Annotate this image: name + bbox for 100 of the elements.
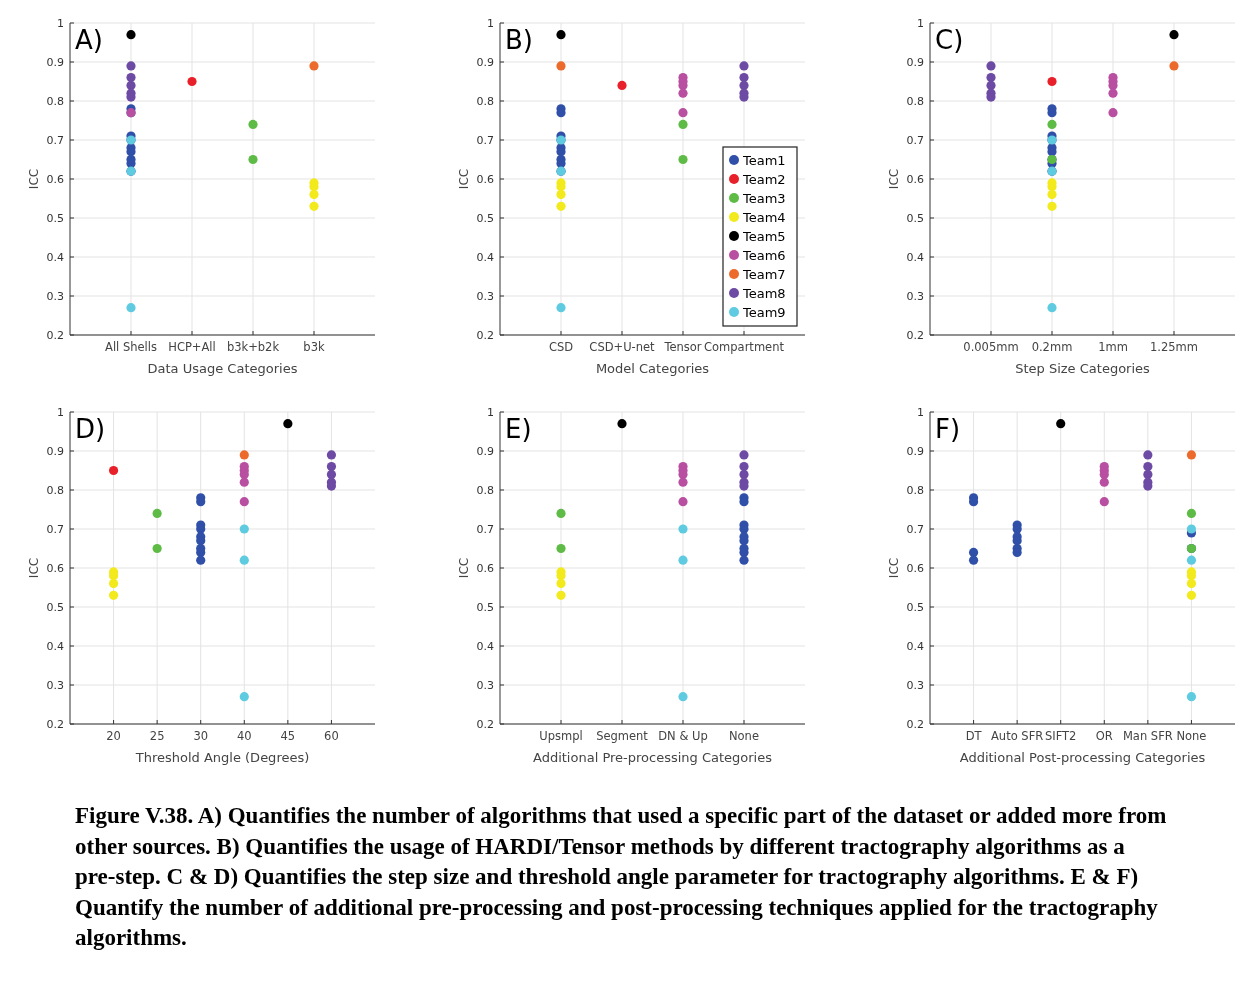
y-tick-label: 0.4 <box>46 250 64 264</box>
y-axis-title: ICC <box>457 557 471 579</box>
x-tick-label: Compartment <box>704 340 785 354</box>
y-tick-label: 1 <box>487 405 494 419</box>
x-tick-label: 40 <box>236 729 252 743</box>
x-axis-title: Model Categories <box>595 361 710 376</box>
x-tick-label: DT <box>965 729 983 743</box>
y-tick-label: 0.4 <box>906 250 924 264</box>
y-tick-label: 0.6 <box>476 172 494 186</box>
x-tick-label: HCP+All <box>168 340 216 354</box>
y-tick-label: 0.5 <box>476 600 494 614</box>
y-tick-label: 0.6 <box>46 561 64 575</box>
x-tick-label: 30 <box>193 729 209 743</box>
x-tick-label: OR <box>1095 729 1113 743</box>
y-tick-label: 0.5 <box>906 600 924 614</box>
y-tick-label: 0.7 <box>906 522 924 536</box>
x-tick-label: SIFT2 <box>1044 729 1077 743</box>
x-tick-label: DN & Up <box>658 729 708 743</box>
y-tick-label: 0.4 <box>906 639 924 653</box>
x-tick-label: CSD <box>548 340 574 354</box>
x-tick-label: Upsmpl <box>539 729 583 743</box>
y-tick-label: 0.7 <box>906 133 924 147</box>
legend-label: Team9 <box>742 304 786 320</box>
x-axis-title: Additional Post-processing Categories <box>959 750 1206 765</box>
y-tick-label: 0.5 <box>906 211 924 225</box>
x-tick-label: 0.005mm <box>963 340 1019 354</box>
chart-title: E) <box>505 414 532 444</box>
chart-title: D) <box>75 414 106 444</box>
y-tick-label: 0.4 <box>476 639 494 653</box>
legend-label: Team1 <box>742 152 786 168</box>
y-tick-label: 0.7 <box>46 133 64 147</box>
x-tick-label: Tensor <box>663 340 702 354</box>
x-axis-title: Additional Pre-processing Categories <box>532 750 773 765</box>
x-tick-label: None <box>728 729 760 743</box>
y-tick-label: 0.6 <box>906 561 924 575</box>
legend-label: Team3 <box>742 190 786 206</box>
legend-label: Team2 <box>742 171 786 187</box>
y-axis-title: ICC <box>27 168 41 190</box>
y-tick-label: 0.5 <box>46 211 64 225</box>
y-axis-title: ICC <box>887 168 901 190</box>
x-axis-title: Step Size Categories <box>1015 361 1151 376</box>
x-tick-label: 20 <box>106 729 121 743</box>
y-tick-label: 0.3 <box>46 289 64 303</box>
y-tick-label: 0.2 <box>476 328 494 342</box>
chart-title: B) <box>505 25 533 55</box>
y-axis-title: ICC <box>887 557 901 579</box>
y-tick-label: 0.2 <box>906 328 924 342</box>
y-axis-title: ICC <box>27 557 41 579</box>
y-axis-title: ICC <box>457 168 471 190</box>
x-tick-label: 25 <box>149 729 165 743</box>
y-tick-label: 0.9 <box>46 444 64 458</box>
x-tick-label: 45 <box>280 729 296 743</box>
legend-label: Team8 <box>742 285 786 301</box>
x-tick-label: 1.25mm <box>1149 340 1199 354</box>
x-tick-label: b3k+b2k <box>226 340 280 354</box>
y-tick-label: 1 <box>917 405 924 419</box>
y-tick-label: 0.6 <box>46 172 64 186</box>
y-tick-label: 0.6 <box>906 172 924 186</box>
y-tick-label: 1 <box>57 16 64 30</box>
y-tick-label: 0.4 <box>46 639 64 653</box>
legend-label: Team7 <box>742 266 786 282</box>
x-axis-title: Threshold Angle (Degrees) <box>134 750 310 765</box>
x-tick-label: 0.2mm <box>1031 340 1073 354</box>
y-tick-label: 0.3 <box>476 678 494 692</box>
y-tick-label: 1 <box>57 405 64 419</box>
y-tick-label: 0.6 <box>476 561 494 575</box>
y-tick-label: 0.9 <box>476 55 494 69</box>
y-tick-label: 0.2 <box>476 717 494 731</box>
y-tick-label: 0.9 <box>476 444 494 458</box>
y-tick-label: 0.9 <box>46 55 64 69</box>
chart-title: F) <box>935 414 961 444</box>
y-tick-label: 0.3 <box>476 289 494 303</box>
y-tick-label: 0.7 <box>476 133 494 147</box>
x-tick-label: Segment <box>596 729 649 743</box>
y-tick-label: 0.9 <box>906 444 924 458</box>
y-tick-label: 1 <box>917 16 924 30</box>
y-tick-label: 0.2 <box>46 717 64 731</box>
x-tick-label: All Shells <box>105 340 157 354</box>
y-tick-label: 0.3 <box>906 678 924 692</box>
legend-label: Team6 <box>742 247 786 263</box>
y-tick-label: 0.2 <box>46 328 64 342</box>
y-tick-label: 0.8 <box>46 483 64 497</box>
text: Figure V.38. A) Quantifies the number of algorithms that used a specific part of the dataset or added more from other sources. B) Quantifies the usage of HARDI/Tensor methods by different tractography algorithms as a pre-step. C & D) Quantifies the step size and threshold angle parameter for tractography algorithms. E & F) Quantify the number of additional pre-processing and post-processing techniques applied for the tractography algorithms. <box>75 803 1167 950</box>
x-tick-label: Man SFR <box>1122 729 1173 743</box>
chart-title: A) <box>75 25 103 55</box>
x-tick-label: Auto SFR <box>991 729 1044 743</box>
y-tick-label: 0.8 <box>46 94 64 108</box>
y-tick-label: 0.8 <box>906 483 924 497</box>
chart-title: C) <box>935 25 964 55</box>
x-tick-label: CSD+U-net <box>589 340 656 354</box>
y-tick-label: 0.3 <box>906 289 924 303</box>
y-tick-label: 0.5 <box>476 211 494 225</box>
legend-label: Team4 <box>742 209 786 225</box>
legend-label: Team5 <box>742 228 786 244</box>
y-tick-label: 0.8 <box>906 94 924 108</box>
x-tick-label: 1mm <box>1098 340 1128 354</box>
y-tick-label: 0.5 <box>46 600 64 614</box>
x-tick-label: None <box>1176 729 1207 743</box>
y-tick-label: 0.3 <box>46 678 64 692</box>
y-tick-label: 0.7 <box>476 522 494 536</box>
